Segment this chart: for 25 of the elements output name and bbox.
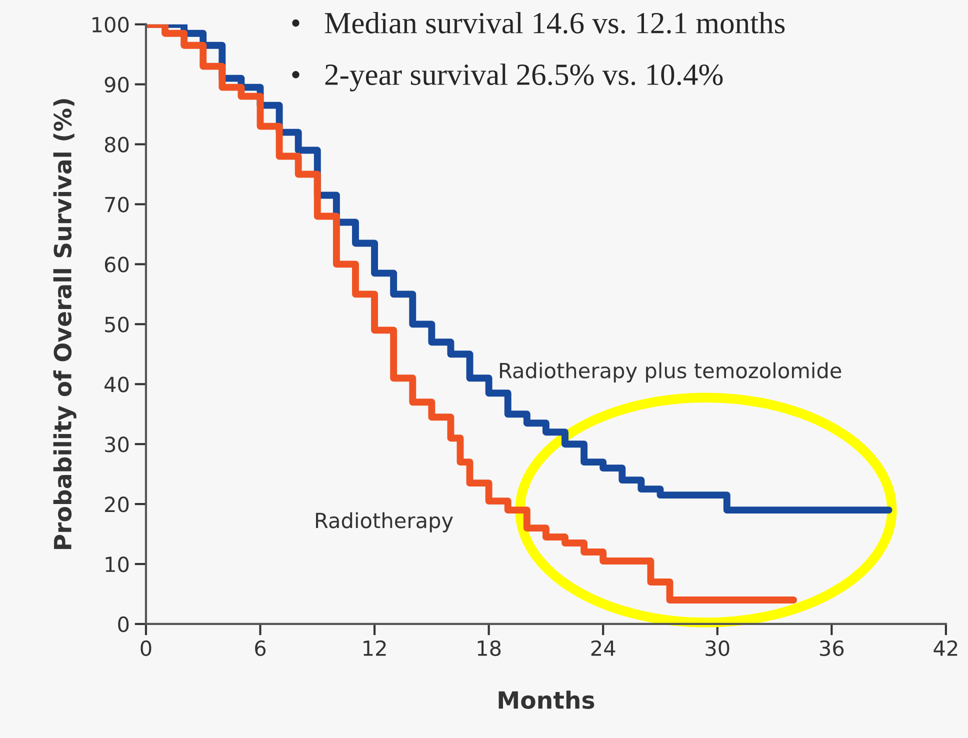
x-tick-label: 24 [591, 640, 616, 656]
y-tick-label: 40 [104, 376, 129, 392]
y-tick-label: 60 [104, 256, 129, 272]
x-tick-label: 42 [934, 640, 958, 656]
x-tick-label: 36 [820, 640, 844, 656]
y-tick-label: 20 [105, 496, 129, 512]
annotation: • 2-year survival 26.5% vs. 10.4% [292, 64, 723, 92]
y-tick-label: 10 [106, 556, 129, 572]
x-tick-label: 0 [140, 640, 152, 656]
series-label: Radiotherapy plus temozolomide [500, 362, 842, 382]
y-tick-label: 90 [104, 76, 129, 93]
x-tick-label: 18 [478, 640, 501, 656]
y-tick-label: 100 [92, 16, 129, 33]
annotation: • Median survival 14.6 vs. 12.1 months [292, 12, 785, 34]
y-tick-label: 70 [105, 196, 129, 212]
series-label: Radiotherapy [316, 512, 453, 532]
y-tick-label: 0 [118, 616, 129, 632]
x-tick-label: 30 [706, 640, 730, 656]
y-axis-title: Probability of Overall Survival (%) [53, 99, 76, 550]
x-tick-label: 6 [255, 640, 266, 656]
x-axis-title: Months [498, 690, 594, 709]
y-tick-label: 80 [104, 136, 129, 152]
y-tick-label: 30 [105, 436, 129, 452]
x-tick-label: 12 [364, 640, 386, 656]
y-tick-label: 50 [105, 316, 129, 332]
